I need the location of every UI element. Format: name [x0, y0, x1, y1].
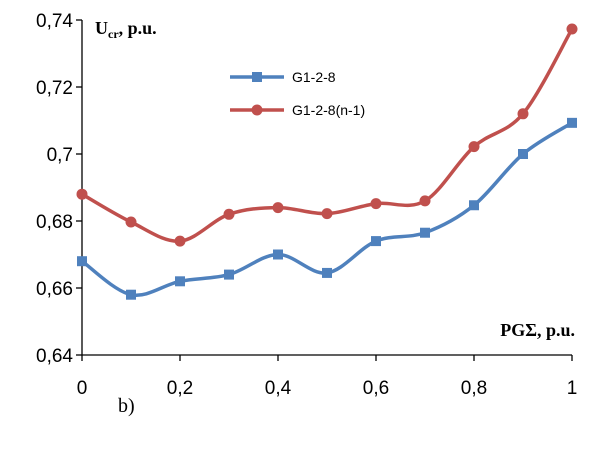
data-point	[174, 235, 186, 247]
legend-label: G1-2-8	[292, 69, 336, 85]
y-tick-label: 0,64	[36, 346, 73, 367]
panel-caption: b)	[118, 395, 135, 417]
data-point	[125, 216, 137, 228]
axes	[81, 20, 572, 356]
y-tick-label: 0,72	[36, 78, 73, 99]
legend: G1-2-8 G1-2-8(n-1)	[230, 69, 365, 118]
x-tick-label: 0,2	[167, 378, 193, 399]
data-point	[77, 256, 87, 267]
series-2	[76, 23, 578, 247]
x-tick-label: 1	[567, 378, 578, 399]
data-point	[223, 208, 235, 220]
data-point	[76, 188, 88, 200]
data-point	[126, 289, 136, 300]
y-tick-label: 0,7	[47, 145, 73, 166]
legend-label: G1-2-8(n-1)	[292, 102, 365, 118]
y-ticks: 0,64 0,66 0,68 0,7 0,72 0,74	[36, 11, 82, 367]
y-axis-title-rest: , p.u.	[119, 18, 157, 38]
legend-item: G1-2-8	[230, 69, 336, 85]
data-point	[420, 227, 430, 238]
data-point	[469, 200, 479, 211]
legend-swatch-marker	[251, 104, 263, 116]
x-tick-label: 0,6	[363, 378, 389, 399]
data-point	[518, 149, 528, 159]
data-point	[272, 202, 284, 214]
x-tick-label: 0,4	[265, 378, 292, 399]
data-point	[175, 276, 185, 287]
y-axis-title-main: U	[95, 18, 108, 38]
data-point	[567, 117, 577, 128]
data-point	[370, 198, 382, 210]
x-tick-label: 0	[77, 378, 88, 399]
data-point	[419, 195, 431, 207]
x-axis-title: PGΣ, p.u.	[500, 320, 575, 340]
y-tick-label: 0,66	[36, 279, 73, 300]
data-point	[322, 267, 332, 278]
data-point	[517, 108, 529, 120]
data-point	[566, 23, 578, 35]
y-axis-title-sub: cr	[108, 27, 119, 41]
y-tick-label: 0,74	[36, 11, 73, 32]
legend-swatch-marker	[252, 72, 262, 82]
data-point	[273, 249, 283, 260]
y-axis-title: Ucr, p.u.	[95, 18, 157, 41]
series-1	[77, 117, 577, 300]
data-point	[468, 141, 480, 153]
series-layer	[76, 23, 578, 300]
x-ticks: 0 0,2 0,4 0,6 0,8 1	[77, 355, 578, 399]
legend-item: G1-2-8(n-1)	[230, 102, 365, 118]
y-tick-label: 0,68	[36, 212, 73, 233]
x-tick-label: 0,8	[461, 378, 487, 399]
data-point	[371, 236, 381, 247]
data-point	[224, 269, 234, 280]
data-point	[321, 208, 333, 220]
